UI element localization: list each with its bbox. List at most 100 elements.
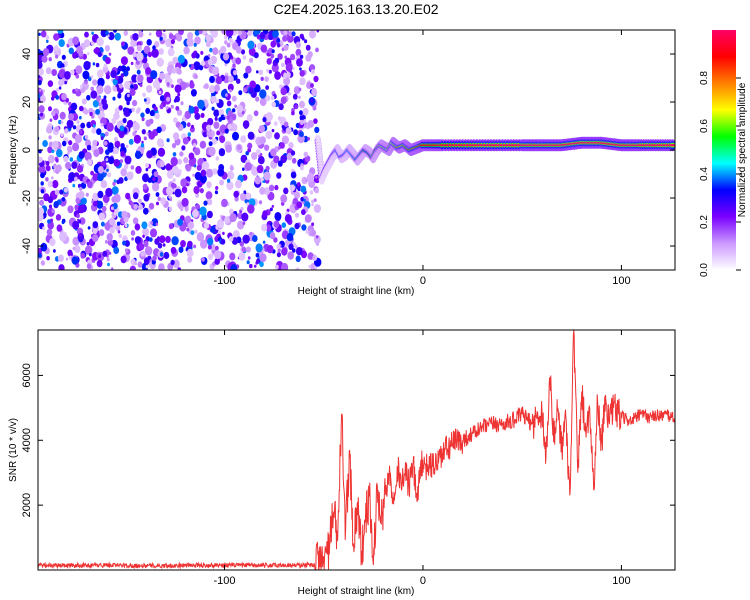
noise-cell <box>196 232 205 242</box>
noise-cell <box>307 51 313 58</box>
noise-cell <box>166 96 171 102</box>
noise-cell <box>269 207 273 212</box>
noise-cell <box>106 233 113 242</box>
noise-cell <box>226 30 234 37</box>
noise-cell <box>226 178 231 183</box>
noise-cell <box>270 95 275 101</box>
noise-cell <box>78 50 84 57</box>
noise-cell <box>200 50 204 55</box>
noise-cell <box>80 252 86 259</box>
noise-cell <box>215 156 220 161</box>
noise-cell <box>107 142 114 150</box>
noise-cell <box>93 200 98 207</box>
noise-cell <box>154 238 160 245</box>
noise-cell <box>118 130 125 139</box>
noise-cell <box>188 106 195 114</box>
noise-cell <box>226 100 232 107</box>
noise-cell <box>86 263 92 270</box>
noise-cell <box>137 261 143 268</box>
noise-cell <box>126 119 134 128</box>
noise-cell <box>89 252 92 257</box>
noise-cell <box>180 240 186 248</box>
noise-cell <box>58 69 66 79</box>
noise-cell <box>148 237 153 243</box>
noise-cell <box>124 80 131 90</box>
noise-cell <box>45 67 52 75</box>
noise-cell <box>98 39 102 44</box>
noise-cell <box>68 101 72 106</box>
noise-cell <box>117 92 122 98</box>
noise-cell <box>276 43 281 48</box>
noise-cell <box>48 57 52 62</box>
noise-cell <box>288 243 294 251</box>
noise-cell <box>143 207 149 215</box>
noise-cell <box>38 156 43 163</box>
noise-cell <box>42 140 48 147</box>
noise-cell <box>156 201 159 206</box>
snr-x-tick-label: 100 <box>612 575 630 587</box>
noise-cell <box>89 111 93 117</box>
noise-cell <box>233 230 240 239</box>
noise-cell <box>259 31 266 39</box>
noise-cell <box>299 54 304 59</box>
noise-cell <box>296 182 301 187</box>
noise-cell <box>153 106 158 112</box>
noise-cell <box>116 221 121 226</box>
noise-cell <box>281 247 288 256</box>
noise-cell <box>295 267 300 270</box>
noise-cell <box>310 83 314 88</box>
noise-cell <box>292 248 296 253</box>
noise-cell <box>40 172 45 179</box>
snr-x-tick-label: 0 <box>420 575 426 587</box>
noise-cell <box>289 184 296 192</box>
noise-cell <box>238 251 246 261</box>
noise-cell <box>232 108 236 113</box>
noise-cell <box>239 193 247 201</box>
noise-cell <box>283 44 289 51</box>
noise-cell <box>51 69 57 76</box>
noise-cell <box>253 30 261 35</box>
noise-cell <box>291 31 296 37</box>
noise-cell <box>306 81 312 89</box>
noise-cell <box>291 157 297 164</box>
noise-cell <box>305 44 311 51</box>
noise-cell <box>55 214 62 221</box>
noise-cell <box>283 74 287 80</box>
noise-cell <box>156 57 164 67</box>
noise-cell <box>100 221 105 227</box>
noise-cell <box>150 70 158 80</box>
noise-cell <box>286 152 293 161</box>
noise-cell <box>303 151 308 158</box>
noise-cell <box>175 121 181 128</box>
noise-cell <box>38 75 41 79</box>
noise-cell <box>92 221 99 229</box>
noise-cell <box>61 197 66 202</box>
noise-cell <box>165 105 169 110</box>
noise-cell <box>171 143 177 149</box>
noise-cell <box>100 123 104 127</box>
noise-cell <box>132 192 139 200</box>
noise-cell <box>114 32 122 41</box>
noise-cell <box>220 45 227 54</box>
noise-cell <box>262 240 266 244</box>
noise-cell <box>239 241 244 247</box>
noise-cell <box>171 68 176 74</box>
noise-cell <box>214 235 220 242</box>
noise-cell <box>176 68 182 75</box>
noise-cell <box>273 237 278 243</box>
noise-cell <box>215 186 219 190</box>
noise-cell <box>140 112 145 118</box>
noise-cell <box>41 55 48 63</box>
noise-cell <box>92 228 98 235</box>
noise-cell <box>298 87 302 92</box>
noise-cell <box>97 190 104 199</box>
noise-cell <box>268 69 272 74</box>
noise-cell <box>152 176 156 182</box>
noise-cell <box>247 40 255 50</box>
noise-cell <box>38 164 46 174</box>
noise-cell <box>173 98 177 103</box>
noise-cell <box>271 128 275 133</box>
noise-cell <box>224 128 229 134</box>
spectrogram-plot: -100 0 100 -40 -20 0 20 40 Height of straight … <box>8 29 676 297</box>
noise-cell <box>245 65 252 74</box>
